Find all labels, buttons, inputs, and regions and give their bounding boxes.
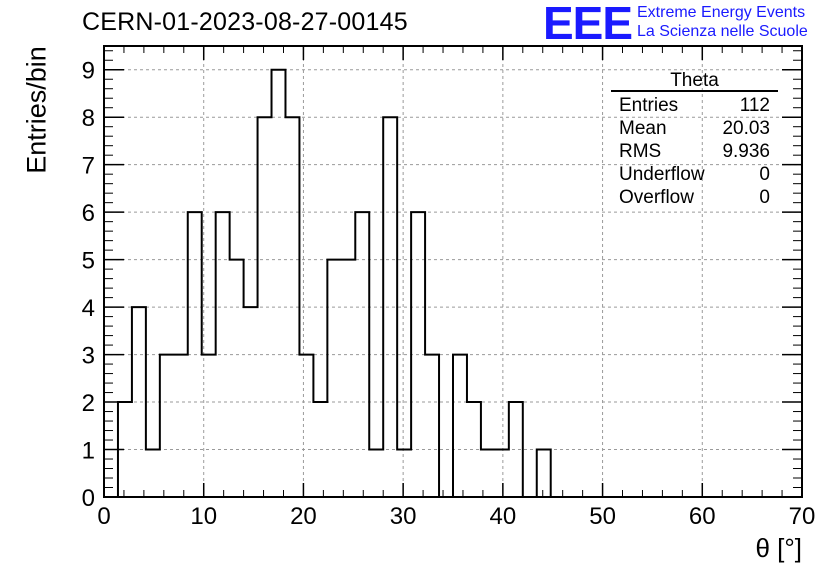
- histogram-bin: [188, 212, 202, 497]
- x-tick-label: 30: [390, 503, 417, 530]
- y-tick-label: 1: [82, 438, 95, 465]
- histogram-bin: [174, 355, 188, 497]
- stats-row-underflow: Underflow 0: [611, 164, 778, 187]
- plot-frame: [103, 45, 803, 498]
- x-tick-label: 50: [589, 503, 616, 530]
- stats-value: 20.03: [722, 118, 770, 139]
- y-tick-label: 2: [82, 390, 95, 417]
- x-tick-label: 70: [789, 503, 816, 530]
- x-tick-label: 60: [689, 503, 716, 530]
- stats-value: 9.936: [722, 141, 770, 162]
- histogram-bin: [146, 450, 160, 497]
- x-tick-label: 10: [190, 503, 217, 530]
- stats-value: 0: [759, 164, 770, 185]
- histogram-bin: [327, 260, 341, 497]
- histogram-bin: [467, 402, 481, 497]
- y-tick-label: 6: [82, 200, 95, 227]
- stats-row-entries: Entries 112: [611, 95, 778, 118]
- histogram-bin: [285, 117, 299, 497]
- histogram-bin: [411, 212, 425, 497]
- histogram-bin: [202, 355, 216, 497]
- y-tick-label: 9: [82, 58, 95, 85]
- histogram-bin: [341, 260, 355, 497]
- histogram-bin: [369, 450, 383, 497]
- stats-value: 112: [739, 95, 770, 116]
- histogram-bin: [355, 212, 369, 497]
- histogram-bin: [216, 212, 230, 497]
- stats-row-rms: RMS 9.936: [611, 141, 778, 164]
- stats-row-overflow: Overflow 0: [611, 187, 778, 210]
- histogram-bin: [272, 70, 286, 497]
- x-tick-label: 20: [290, 503, 317, 530]
- stats-label: Underflow: [619, 164, 705, 185]
- histogram-bin: [537, 450, 551, 497]
- x-axis-label: θ [°]: [755, 533, 802, 563]
- logo-caption: Extreme Energy Events La Scienza nelle S…: [637, 3, 808, 41]
- y-tick-label: 3: [82, 343, 95, 370]
- logo-caption-line2: La Scienza nelle Scuole: [637, 23, 808, 40]
- histogram-bin: [509, 402, 523, 497]
- histogram-bin: [132, 307, 146, 497]
- stats-box: Theta Entries 112 Mean 20.03 RMS 9.936 U…: [611, 71, 778, 210]
- stats-label: Mean: [619, 118, 667, 139]
- histogram-bin: [383, 117, 397, 497]
- histogram-bin: [313, 402, 327, 497]
- logo-caption-line1: Extreme Energy Events: [637, 4, 806, 21]
- chart-title: CERN-01-2023-08-27-00145: [82, 8, 408, 36]
- eee-logo: EEE: [543, 0, 633, 49]
- x-tick-label: 0: [97, 503, 110, 530]
- y-tick-label: 5: [82, 248, 95, 275]
- histogram-bin: [397, 450, 411, 497]
- histogram-bin: [244, 307, 258, 497]
- histogram-bin: [495, 450, 509, 497]
- stats-title: Theta: [611, 71, 778, 92]
- y-tick-label: 0: [82, 485, 95, 512]
- stats-label: Entries: [619, 95, 679, 116]
- x-tick-label: 40: [490, 503, 517, 530]
- histogram-bin: [258, 117, 272, 497]
- stats-value: 0: [759, 187, 770, 208]
- y-tick-label: 4: [82, 295, 95, 322]
- y-tick-label: 7: [82, 153, 95, 180]
- histogram-bin: [299, 355, 313, 497]
- stats-row-mean: Mean 20.03: [611, 118, 778, 141]
- histogram-bin: [425, 355, 439, 497]
- y-tick-label: 8: [82, 105, 95, 132]
- stats-label: RMS: [619, 141, 662, 162]
- histogram-bin: [481, 450, 495, 497]
- histogram-bin: [230, 260, 244, 497]
- histogram-bin: [160, 355, 174, 497]
- histogram-bin: [453, 355, 467, 497]
- y-axis-label: Entries/bin: [21, 46, 52, 174]
- stats-label: Overflow: [619, 187, 694, 208]
